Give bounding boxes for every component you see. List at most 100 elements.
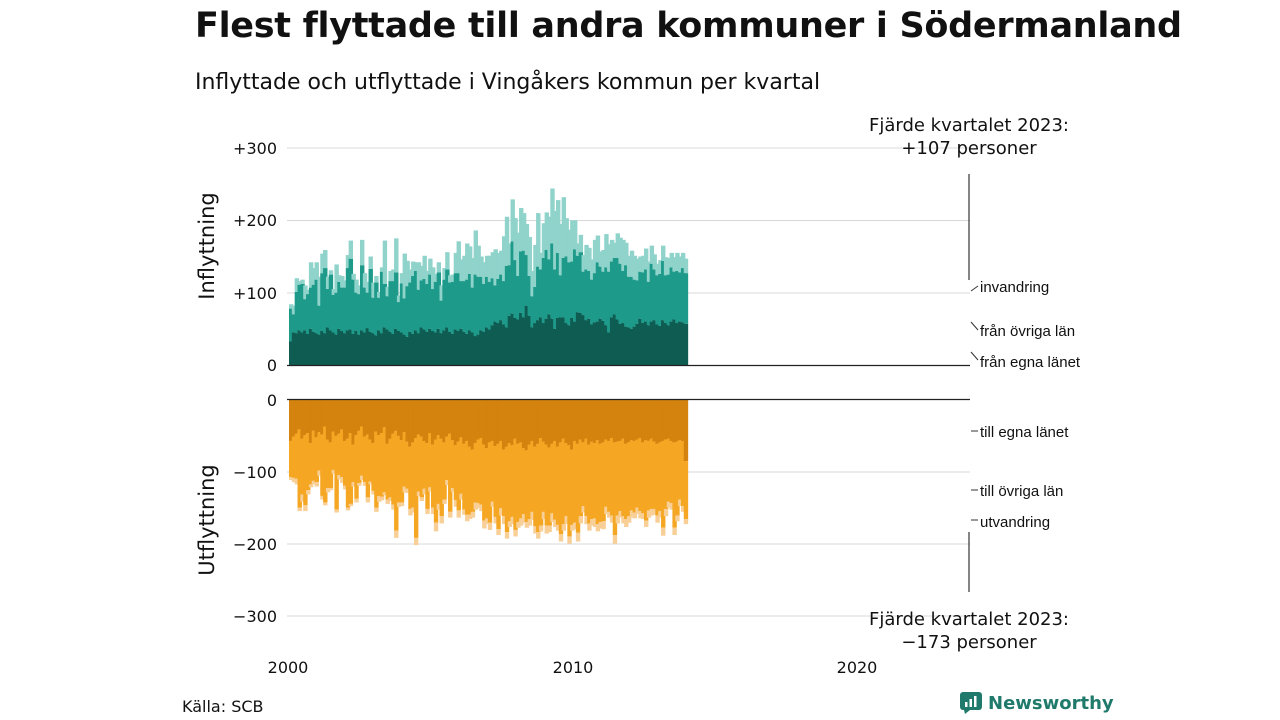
outflow-bar-segment [362, 436, 368, 483]
outflow-bar-segment [502, 399, 507, 450]
outflow-bar-segment [419, 399, 425, 437]
inflow-bar-segment [320, 253, 325, 274]
inflow-bar-segment [550, 243, 555, 319]
inflow-bar-segment [604, 267, 609, 326]
outflow-bar-segment [567, 445, 572, 537]
outflow-bar-segment [573, 522, 578, 530]
outflow-bar-segment [374, 399, 379, 432]
outflow-bar-segment [621, 516, 626, 524]
outflow-bar-segment [294, 433, 300, 479]
inflow-bar-segment [294, 291, 300, 334]
inflow-bar-segment [433, 281, 439, 333]
outflow-bar-segment [618, 399, 623, 441]
outflow-bar-segment [431, 507, 436, 515]
outflow-bar-segment [348, 433, 354, 504]
inflow-bar-segment [402, 298, 407, 335]
outflow-bar-segment [669, 399, 674, 441]
inflow-bar-segment [422, 278, 427, 330]
outflow-bar-segment [396, 502, 402, 507]
outflow-bar-segment [382, 427, 388, 493]
inflow-bar-segment [493, 249, 498, 286]
outflow-bar-segment [408, 508, 413, 516]
outflow-bar-segment [459, 399, 464, 438]
inflow-bar-segment [442, 279, 447, 331]
inflow-bar-segment [607, 244, 612, 272]
inflow-bar-segment [513, 317, 518, 365]
outflow-bar-segment [521, 514, 527, 523]
inflow-bar-segment [456, 331, 461, 365]
inflow-bar-segment [445, 252, 450, 270]
inflow-bar-segment [615, 319, 620, 365]
legend-label-utvandring: utvandring [980, 514, 1050, 531]
outflow-bar-segment [598, 443, 603, 522]
inflow-bar-segment [558, 317, 564, 365]
outflow-bar-segment [672, 527, 677, 535]
inflow-bar-segment [362, 273, 368, 288]
outflow-bar-segment [649, 508, 655, 516]
inflow-bar-segment [658, 273, 663, 326]
outflow-bar-segment [391, 433, 396, 505]
outflow-bar-segment [448, 433, 453, 512]
outflow-bar-segment [294, 478, 300, 485]
outflow-bar-segment [371, 443, 376, 491]
inflow-bar-segment [632, 279, 638, 327]
inflow-bar-segment [368, 331, 373, 365]
inflow-bar-segment [396, 302, 402, 331]
inflow-bar-segment [325, 276, 331, 290]
outflow-bar-segment [612, 399, 618, 443]
inflow-bar-segment [678, 272, 683, 322]
inflow-bar-segment [448, 282, 453, 332]
outflow-bar-segment [317, 432, 322, 471]
inflow-bar-segment [459, 259, 464, 282]
inflow-bar-segment [473, 336, 478, 365]
outflow-bar-segment [342, 399, 348, 441]
inflow-bar-segment [311, 284, 317, 332]
inflow-bar-segment [524, 255, 530, 306]
outflow-bar-segment [564, 399, 569, 444]
y-tick-label: 0 [267, 356, 277, 375]
outflow-bar-segment [382, 492, 388, 496]
brand-name: Newsworthy [988, 692, 1114, 714]
outflow-bar-segment [504, 532, 510, 539]
inflow-bar-segment [669, 252, 674, 268]
inflow-bar-segment [621, 270, 626, 324]
outflow-bar-segment [391, 399, 396, 434]
inflow-bar-segment [291, 332, 297, 365]
inflow-bar-segment [428, 258, 433, 275]
inflow-bar-segment [516, 232, 521, 277]
inflow-bar-segment [587, 247, 592, 271]
outflow-bar-segment [428, 487, 433, 492]
inflow-bar-segment [638, 318, 643, 365]
inflow-bar-segment [334, 264, 339, 293]
outflow-bar-segment [570, 399, 575, 450]
inflow-bar-segment [311, 268, 317, 285]
inflow-bar-segment [325, 289, 331, 328]
outflow-bar-segment [547, 399, 552, 448]
outflow-bar-segment [570, 524, 575, 531]
outflow-bar-segment [405, 488, 410, 494]
outflow-bar-segment [680, 506, 686, 512]
inflow-bar-segment [595, 262, 601, 322]
inflow-bar-segment [482, 331, 487, 365]
inflow-bar-segment [538, 269, 544, 318]
inflow-bar-segment [442, 330, 447, 365]
inflow-bar-segment [564, 218, 569, 257]
outflow-bar-segment [416, 399, 422, 435]
outflow-bar-segment [431, 399, 436, 445]
outflow-bar-segment [473, 399, 478, 444]
inflow-bar-segment [462, 281, 467, 332]
outflow-bar-segment [538, 525, 544, 532]
inflow-bar-segment [456, 273, 461, 332]
inflow-bar-segment [379, 271, 385, 334]
y-tick-label: −200 [233, 535, 277, 554]
inflow-bar-segment [598, 251, 603, 267]
outflow-bar-segment [632, 512, 638, 519]
outflow-bar-segment [678, 499, 683, 507]
outflow-bar-segment [544, 444, 549, 526]
inflow-bar-segment [382, 283, 388, 328]
outflow-bar-segment [513, 529, 518, 537]
outflow-bar-segment [570, 449, 575, 525]
inflow-bar-segment [578, 234, 584, 253]
inflow-bar-segment [629, 328, 635, 365]
outflow-bar-segment [575, 399, 581, 444]
